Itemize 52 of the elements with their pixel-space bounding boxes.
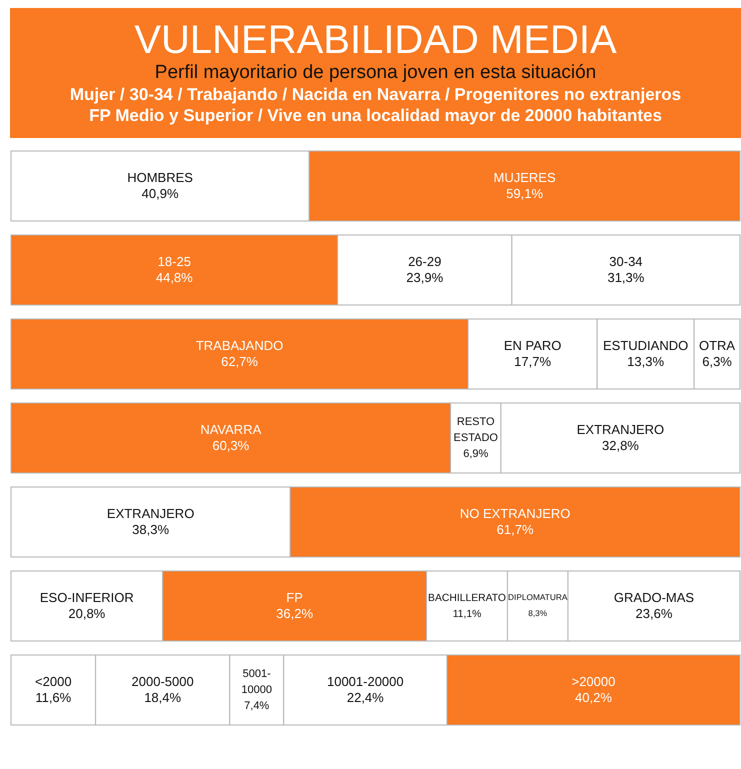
series-label: EXTRANJERO bbox=[576, 422, 664, 437]
data-label: 61,7% bbox=[496, 522, 534, 537]
data-label: 40,9% bbox=[142, 186, 179, 201]
text: Mujer / 30-34 / Trabajando / Nacida en Navarra / Progenitores no extranjeros bbox=[68, 84, 682, 105]
series-label: 10001-20000 bbox=[326, 674, 404, 689]
data-label: 60,3% bbox=[212, 438, 250, 453]
series-label: >20000 bbox=[572, 674, 616, 689]
series-label: 18-25 bbox=[158, 254, 191, 269]
series-label: MUJERES bbox=[494, 170, 556, 185]
series-label: GRADO-MAS bbox=[614, 590, 694, 605]
series-label: NAVARRA bbox=[200, 422, 262, 437]
data-label: 44,8% bbox=[156, 270, 194, 285]
series-label: NO EXTRANJERO bbox=[460, 506, 570, 521]
data-label: 13,3% bbox=[627, 354, 664, 369]
text: Perfil mayoritario de persona joven en esta situación bbox=[154, 62, 598, 84]
series-label: ESTUDIANDO bbox=[602, 338, 688, 353]
data-label: 8,3% bbox=[528, 608, 548, 618]
series-label: OTRA bbox=[698, 338, 736, 353]
series-label: <2000 bbox=[35, 674, 72, 689]
data-label: 32,8% bbox=[602, 438, 640, 453]
data-label: 38,3% bbox=[132, 522, 170, 537]
series-label: EXTRANJERO bbox=[106, 506, 194, 521]
series-label: EN PARO bbox=[504, 338, 562, 353]
data-label: 20,8% bbox=[68, 606, 106, 621]
series-label: 5001-10000 bbox=[241, 668, 272, 696]
data-label: 59,1% bbox=[506, 186, 544, 201]
data-label: 31,3% bbox=[607, 270, 645, 285]
data-label: 36,2% bbox=[276, 606, 314, 621]
series-label: BACHILLERATO bbox=[428, 593, 506, 604]
series-label: 26-29 bbox=[408, 254, 442, 269]
data-label: 17,7% bbox=[514, 354, 552, 369]
data-label: 23,6% bbox=[636, 606, 673, 621]
series-label: 2000-5000 bbox=[132, 674, 194, 689]
text: VULNERABILIDAD MEDIA bbox=[133, 18, 618, 62]
series-label: ESO-INFERIOR bbox=[40, 590, 134, 605]
data-label: 11,6% bbox=[35, 690, 72, 705]
series-label: HOMBRES bbox=[127, 170, 194, 185]
data-label: 40,2% bbox=[575, 690, 612, 705]
series-label: DIPLOMATURA bbox=[508, 592, 568, 602]
data-label: 18,4% bbox=[144, 690, 182, 705]
data-label: 62,7% bbox=[221, 354, 258, 369]
data-label: 7,4% bbox=[244, 700, 270, 712]
series-label: 30-34 bbox=[609, 254, 643, 269]
data-label: 6,3% bbox=[702, 354, 732, 369]
series-label: FP bbox=[286, 590, 303, 605]
data-label: 23,9% bbox=[406, 270, 444, 285]
series-label: RESTO ESTADO bbox=[454, 416, 498, 444]
data-label: 6,9% bbox=[463, 448, 488, 460]
data-label: 22,4% bbox=[346, 690, 384, 705]
data-label: 11,1% bbox=[452, 609, 482, 620]
text: FP Medio y Superior / Vive en una localidad mayor de 20000 habitantes bbox=[88, 105, 663, 126]
series-label: TRABAJANDO bbox=[196, 338, 284, 353]
